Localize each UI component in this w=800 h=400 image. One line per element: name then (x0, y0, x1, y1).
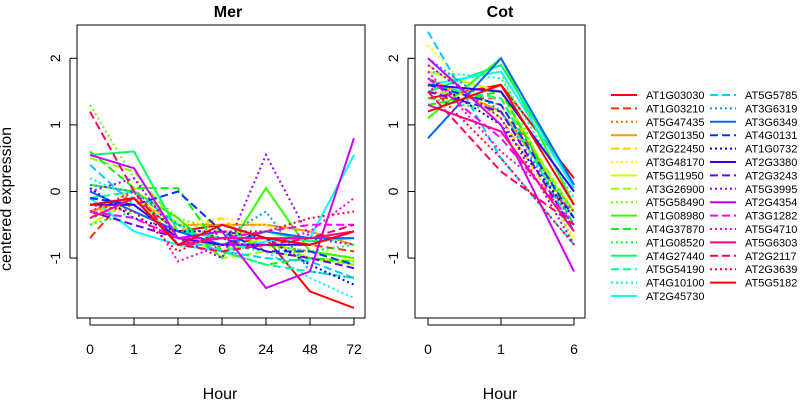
legend-label-at5g54190: AT5G54190 (646, 264, 705, 276)
cot-series-at5g3995 (427, 64, 575, 246)
legend-label-at5g47435: AT5G47435 (646, 117, 705, 129)
mer-x-tick-label: 6 (218, 341, 226, 357)
legend-label-at3g6349: AT3G6349 (745, 117, 797, 129)
mer-y-tick-label: 1 (47, 121, 63, 129)
mer-series-at2g2117 (89, 111, 355, 253)
mer-series-at5g3995 (89, 152, 355, 260)
legend-label-at2g3380: AT2G3380 (745, 157, 797, 169)
mer-y-tick-label: -1 (47, 252, 63, 265)
cot-y-tick-label: 0 (385, 187, 401, 195)
y-axis-title: centered expression (0, 127, 15, 271)
cot-series-at5g6303 (427, 103, 575, 232)
mer-panel-title: Mer (214, 4, 242, 21)
legend-label-at2g3639: AT2G3639 (745, 264, 797, 276)
legend-label-at4g0131: AT4G0131 (745, 130, 797, 142)
legend-label-at5g11950: AT5G11950 (646, 170, 704, 182)
legend-label-at5g58490: AT5G58490 (646, 197, 705, 209)
legend-label-at2g2117: AT2G2117 (745, 251, 797, 263)
cot-series-at2g4354 (427, 57, 575, 272)
mer-x-tick-label: 72 (346, 341, 362, 357)
legend-label-at2g22450: AT2G22450 (646, 144, 705, 156)
legend-label-at1g0732: AT1G0732 (745, 144, 797, 156)
cot-series-at3g48170 (427, 44, 575, 239)
cot-series-at2g2117 (427, 90, 575, 226)
cot-series-at5g4710 (427, 70, 575, 213)
legend-label-at5g3995: AT5G3995 (745, 184, 797, 196)
cot-series-at4g0131 (427, 83, 575, 219)
mer-x-tick-label: 24 (258, 341, 274, 357)
y-axis-title-group: centered expression (0, 127, 15, 271)
cot-x-tick-label: 0 (424, 341, 432, 357)
mer-x-tick-label: 48 (302, 341, 318, 357)
legend-label-at4g27440: AT4G27440 (646, 251, 705, 263)
cot-y-tick-label: 1 (385, 121, 401, 129)
mer-x-axis-title: Hour (203, 386, 238, 400)
mer-series-at4g10100 (89, 177, 355, 299)
cot-y-tick-label: -1 (385, 252, 401, 265)
legend-label-at4g37870: AT4G37870 (646, 224, 705, 236)
mer-x-tick-label: 0 (86, 341, 94, 357)
legend-label-at5g5182: AT5G5182 (745, 278, 797, 290)
cot-y-tick-label: 2 (385, 54, 401, 62)
legend-label-at2g45730: AT2G45730 (646, 291, 705, 303)
mer-y-tick-label: 0 (47, 187, 63, 195)
legend-label-at1g03030: AT1G03030 (646, 90, 705, 102)
mer-series-lines (89, 104, 355, 309)
cot-x-tick-label: 1 (497, 341, 505, 357)
legend-label-at3g26900: AT3G26900 (646, 184, 705, 196)
cot-series-at2g3380 (427, 83, 575, 193)
legend-label-at3g6319: AT3G6319 (745, 103, 797, 115)
mer-y-tick-label: 2 (47, 54, 63, 62)
cot-panel-title: Cot (487, 4, 514, 21)
mer-series-at4g37870 (89, 150, 355, 266)
mer-x-tick-label: 1 (130, 341, 138, 357)
legend-label-at5g4710: AT5G4710 (745, 224, 797, 236)
cot-series-at5g5182 (427, 83, 575, 206)
legend-label-at3g48170: AT3G48170 (646, 157, 705, 169)
mer-series-at3g48170 (89, 197, 355, 263)
legend-label-at2g4354: AT2G4354 (745, 197, 797, 209)
legend-label-at1g03210: AT1G03210 (646, 103, 705, 115)
legend-label-at5g6303: AT5G6303 (745, 237, 797, 249)
mer-series-at2g4354 (89, 137, 355, 290)
mer-plot-frame (76, 24, 366, 319)
cot-plot-frame (414, 24, 586, 319)
cot-series-at1g08520 (427, 97, 575, 213)
legend-label-at1g08520: AT1G08520 (646, 237, 705, 249)
cot-series-at5g5785 (427, 31, 575, 246)
legend-label-at1g08980: AT1G08980 (646, 211, 705, 223)
legend-label-at5g5785: AT5G5785 (745, 90, 797, 102)
cot-panel: Cot Hour 0 1 6 -1 0 1 2 (385, 4, 586, 400)
legend-label-at2g01350: AT2G01350 (646, 130, 705, 142)
cot-x-tick-label: 6 (570, 341, 578, 357)
mer-x-tick-label: 2 (174, 341, 182, 357)
legend-label-at4g10100: AT4G10100 (646, 278, 705, 290)
cot-series-at3g6349 (427, 56, 575, 186)
mer-series-at5g5182 (89, 197, 355, 247)
legend-label-at3g1282: AT3G1282 (745, 211, 797, 223)
mer-panel: Mer Hour 0 1 2 6 24 48 72 -1 0 1 2 (47, 4, 366, 400)
cot-series-lines (427, 31, 575, 272)
legend-label-at2g3243: AT2G3243 (745, 170, 797, 182)
cot-x-axis-title: Hour (483, 386, 518, 400)
